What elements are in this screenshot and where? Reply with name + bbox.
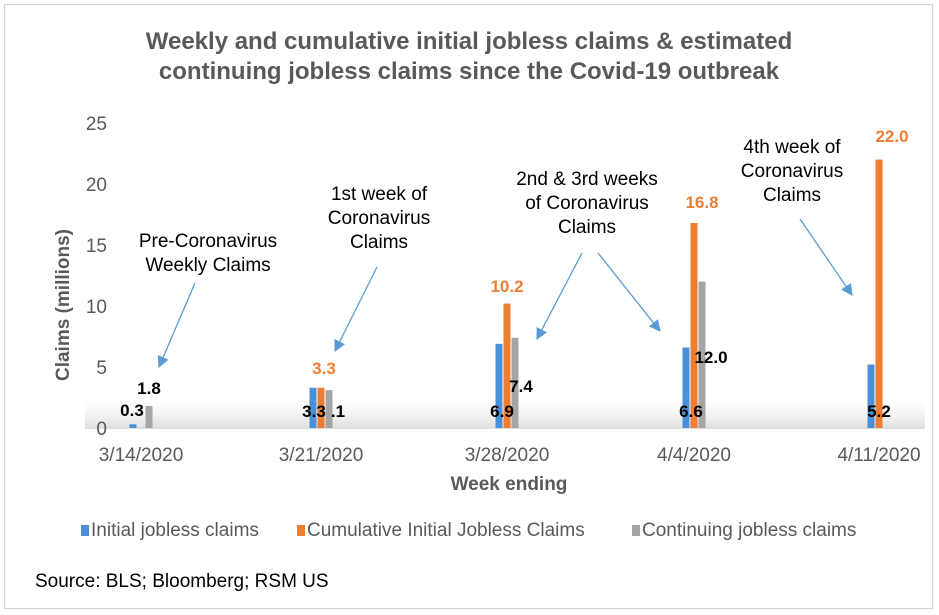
y-tick-label: 10 — [86, 297, 107, 318]
data-label-cumulative: 10.2 — [490, 277, 523, 296]
x-tick-label: 4/11/2020 — [837, 445, 920, 466]
x-tick-label: 3/21/2020 — [279, 445, 364, 466]
x-tick-label: 3/28/2020 — [465, 445, 550, 466]
y-tick-label: 15 — [86, 236, 107, 257]
x-tick-label: 3/14/2020 — [99, 445, 184, 466]
bar-cumulative — [875, 159, 883, 428]
y-axis-ticks: 0 5 10 15 20 25 — [86, 114, 107, 440]
annotation-week23-arrow-right — [597, 252, 661, 332]
annotation-week-1: 1st week of Coronavirus Claims — [328, 184, 430, 353]
annotation-week23-line-2: of Coronavirus — [525, 193, 649, 214]
bar-continuing — [511, 337, 519, 428]
legend-label-initial: Initial jobless claims — [91, 520, 259, 541]
annotation-pre-arrow — [157, 282, 196, 369]
y-tick-label: 25 — [86, 114, 107, 135]
annotation-week1-line-2: Coronavirus — [328, 208, 430, 229]
chart-title-line-2: continuing jobless claims since the Covi… — [159, 58, 780, 85]
legend-swatch-cumulative — [297, 525, 305, 536]
bar-cumulative — [690, 223, 698, 428]
annotation-weeks-2-3: 2nd & 3rd weeks of Coronavirus Claims — [516, 169, 661, 341]
annotation-week1-line-3: Claims — [350, 232, 408, 253]
bar-cumulative — [503, 303, 511, 428]
annotation-pre-line-2: Weekly Claims — [145, 255, 270, 276]
bar-initial — [495, 343, 503, 428]
data-label-initial: 3.3 — [302, 402, 326, 421]
bar-initial — [682, 347, 690, 428]
data-label-cumulative: 3.3 — [312, 359, 336, 378]
x-tick-label: 4/4/2020 — [657, 445, 731, 466]
data-label-continuing: 7.4 — [509, 377, 533, 396]
data-labels: 0.3 1.8 3.3 3.3 .1 10.2 7.4 6.9 16.8 12.0 6.6 22.0 5… — [120, 127, 908, 421]
chart-frame: Weekly and cumulative initial jobless cl… — [4, 4, 933, 609]
y-tick-label: 5 — [96, 358, 107, 379]
annotation-week23-arrow-left — [536, 252, 583, 341]
data-label-initial: 6.6 — [679, 402, 703, 421]
annotation-week23-line-1: 2nd & 3rd weeks — [516, 169, 658, 190]
x-axis-title: Week ending — [451, 474, 568, 495]
legend-label-continuing: Continuing jobless claims — [642, 520, 856, 541]
x-axis-ticks: 3/14/2020 3/21/2020 3/28/2020 4/4/2020 4/11/… — [99, 445, 921, 466]
bar-continuing — [145, 406, 153, 428]
y-tick-label: 0 — [96, 419, 107, 440]
bar-cumulative — [317, 387, 325, 428]
bar-initial — [867, 364, 875, 428]
annotation-week4-line-2: Coronavirus — [741, 161, 843, 182]
data-label-continuing: 1.8 — [137, 379, 161, 398]
legend: Initial jobless claims Cumulative Initia… — [81, 520, 856, 541]
y-axis-title: Claims (millions) — [53, 229, 74, 381]
bar-initial — [129, 424, 137, 428]
annotation-week1-line-1: 1st week of — [331, 184, 428, 205]
data-label-cumulative: 22.0 — [875, 127, 908, 146]
bar-marks — [129, 159, 883, 428]
bar-continuing — [325, 390, 333, 428]
legend-label-cumulative: Cumulative Initial Jobless Claims — [307, 520, 585, 541]
bar-continuing — [698, 281, 706, 428]
legend-item-cumulative: Cumulative Initial Jobless Claims — [297, 520, 585, 541]
annotation-week4-arrow — [799, 218, 853, 296]
legend-item-continuing: Continuing jobless claims — [632, 520, 856, 541]
data-label-initial: 0.3 — [120, 401, 144, 420]
data-label-initial: 5.2 — [867, 402, 891, 421]
annotation-week4-line-3: Claims — [763, 185, 821, 206]
legend-item-initial: Initial jobless claims — [81, 520, 259, 541]
y-tick-label: 20 — [86, 175, 107, 196]
annotation-week23-line-3: Claims — [558, 217, 616, 238]
annotation-pre-coronavirus: Pre-Coronavirus Weekly Claims — [139, 231, 277, 369]
data-label-continuing: .1 — [331, 402, 345, 421]
source-note: Source: BLS; Bloomberg; RSM US — [35, 571, 329, 592]
legend-swatch-continuing — [632, 525, 640, 536]
chart-title-line-1: Weekly and cumulative initial jobless cl… — [146, 28, 792, 55]
annotation-pre-line-1: Pre-Coronavirus — [139, 231, 277, 252]
data-label-cumulative: 16.8 — [685, 193, 718, 212]
chart-canvas: Weekly and cumulative initial jobless cl… — [35, 28, 925, 592]
data-label-continuing: 12.0 — [694, 348, 727, 367]
legend-swatch-initial — [81, 525, 89, 536]
bar-initial — [309, 387, 317, 428]
annotation-week1-arrow — [334, 266, 378, 353]
annotation-week-4: 4th week of Coronavirus Claims — [741, 137, 853, 296]
data-label-initial: 6.9 — [490, 402, 514, 421]
annotation-week4-line-1: 4th week of — [743, 137, 841, 158]
